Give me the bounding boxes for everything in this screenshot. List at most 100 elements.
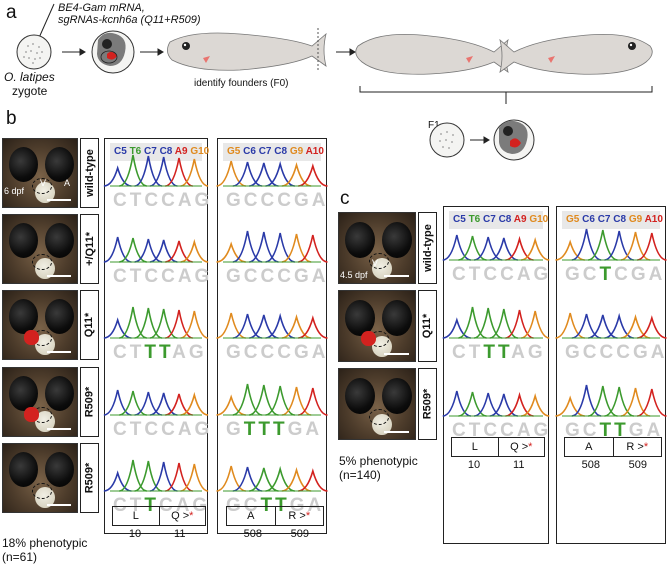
trace-peak xyxy=(265,312,295,339)
base-label: G5 xyxy=(566,214,583,225)
base-letter: C xyxy=(113,419,130,440)
base-letter: G xyxy=(293,266,312,287)
trace-peak xyxy=(281,466,312,492)
trace-peak xyxy=(620,231,651,261)
base-letter: C xyxy=(158,495,176,516)
base-label: A10 xyxy=(305,146,324,157)
row-label-c-2: R509* xyxy=(418,368,437,440)
base-letter: G xyxy=(194,190,213,211)
trace-peak xyxy=(265,385,296,416)
base-letter: C xyxy=(243,190,261,211)
embryo-photo-c-2 xyxy=(338,368,416,440)
panel-c-phenotypic: 5% phenotypic xyxy=(339,454,418,468)
right-eye xyxy=(44,376,74,412)
trace-peak xyxy=(103,317,132,339)
embryo-photo-c-1 xyxy=(338,290,416,362)
sequence-c-r509-0: GCTCGA xyxy=(565,264,665,286)
trace-peak xyxy=(232,466,263,492)
embryo-photo-3 xyxy=(2,367,78,437)
trace-peak xyxy=(636,232,667,261)
base-letter: T xyxy=(158,342,173,363)
trace-peak xyxy=(636,388,667,417)
stage-label-c: 4.5 dpf xyxy=(340,270,368,280)
right-eye xyxy=(44,223,74,259)
codon-box-q11: L Q > * xyxy=(112,506,206,526)
base-letter: A xyxy=(511,342,528,363)
trace-peak xyxy=(458,235,487,261)
sequence-q11-0: CTCCAG xyxy=(113,190,212,212)
base-label: C8 xyxy=(159,146,175,157)
sequence-r509-4: GCTTGA xyxy=(226,495,324,517)
trace-peak xyxy=(232,230,263,263)
sequence-c-q11-2: CTCCAG xyxy=(452,420,551,442)
trace-peak xyxy=(265,232,296,263)
trace-peak xyxy=(248,231,279,263)
base-letter: C xyxy=(452,420,469,441)
codon-position-left: 10 xyxy=(467,459,481,471)
trace-peak xyxy=(165,157,193,187)
base-label: C7 xyxy=(483,214,499,225)
trace-peak xyxy=(232,161,263,187)
trace-peak xyxy=(505,235,534,261)
trace-peak xyxy=(103,236,132,263)
trace-peak xyxy=(119,154,147,187)
trace-peak xyxy=(637,315,667,339)
base-letter: C xyxy=(161,419,178,440)
base-letter: C xyxy=(260,342,278,363)
ventricle-label-b: V xyxy=(40,178,47,188)
base-label: G9 xyxy=(289,146,306,157)
red-blood-pooling xyxy=(360,330,377,347)
right-eye xyxy=(44,299,74,335)
base-letter: T xyxy=(129,266,145,287)
base-letter: A xyxy=(650,342,668,363)
base-letter: C xyxy=(582,264,600,285)
genotype-label: R509* xyxy=(83,462,96,494)
base-label: A10 xyxy=(644,214,663,225)
base-letter: A xyxy=(648,264,666,285)
sequence-q11-1: CTCCAG xyxy=(113,266,212,288)
base-letter: T xyxy=(129,495,145,516)
row-label-0: wild-type xyxy=(80,138,99,208)
base-label: C6 xyxy=(243,146,259,157)
trace-peak xyxy=(604,312,634,339)
trace-peak xyxy=(134,460,163,492)
base-label: C7 xyxy=(258,146,275,157)
trace-peak xyxy=(281,313,312,339)
trace-peak xyxy=(180,238,209,263)
trace-peak xyxy=(587,229,618,261)
embryo-egg xyxy=(91,30,135,74)
codon-position-right: 509 xyxy=(628,459,648,471)
trace-peak xyxy=(587,385,618,417)
atrium-label-b: A xyxy=(64,178,71,188)
codon-position-right: 11 xyxy=(513,459,525,471)
f1-fish-left xyxy=(355,34,509,75)
scale-bar xyxy=(47,275,72,278)
base-letter: T xyxy=(599,264,615,285)
base-letter: C xyxy=(243,342,261,363)
stop-star: * xyxy=(305,510,311,522)
trace-peak xyxy=(489,237,519,261)
trace-peak xyxy=(298,468,328,492)
trace-peak xyxy=(442,234,472,261)
genotype-label: R509* xyxy=(83,386,96,418)
trace-peak xyxy=(180,310,209,339)
base-label: G10 xyxy=(529,214,549,225)
base-letter: C xyxy=(483,420,501,441)
base-letter: G xyxy=(630,264,649,285)
base-header-r509: G5 C6 C7 C8 G9 A10 xyxy=(223,143,324,161)
base-letter: T xyxy=(129,342,145,363)
trace-peak xyxy=(297,234,328,263)
base-label: T6 xyxy=(129,146,145,157)
genotype-label: Q11* xyxy=(83,312,96,338)
trace-peak xyxy=(180,158,209,187)
base-label: C8 xyxy=(613,214,629,225)
base-letter: T xyxy=(260,495,276,516)
right-eye xyxy=(44,147,74,183)
chromatogram-box-r509: G5 C6 C7 C8 G9 A10 xyxy=(217,138,327,534)
embryo-photo-c-0 xyxy=(338,212,416,284)
right-eye xyxy=(381,299,412,336)
trace-peak xyxy=(604,230,635,261)
amino-acid-wt: A xyxy=(585,441,593,453)
base-letter: A xyxy=(311,190,329,211)
base-letter: G xyxy=(293,190,312,211)
